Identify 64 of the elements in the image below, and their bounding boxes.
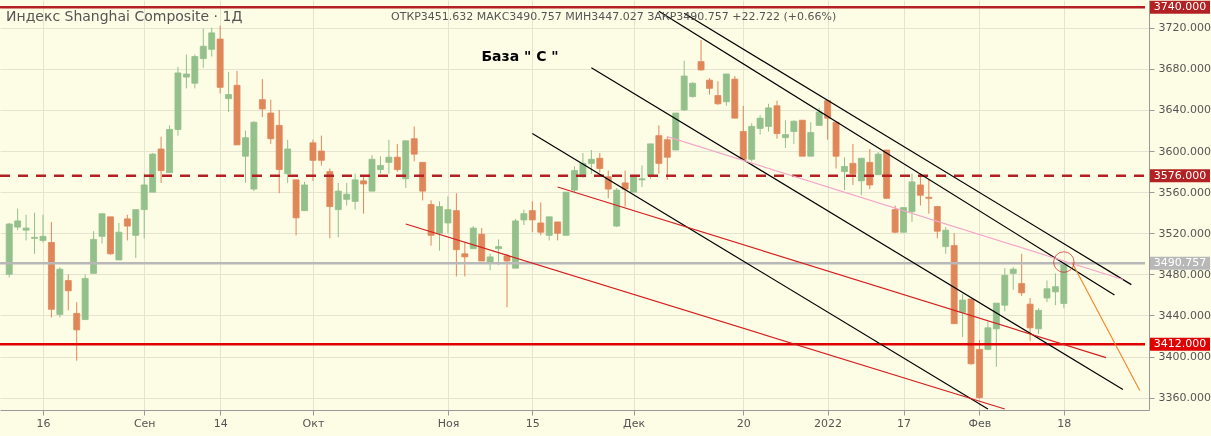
candlestick — [554, 221, 562, 241]
x-tick-label: 17 — [897, 416, 912, 430]
x-tick-label: 16 — [36, 416, 51, 430]
annotation: База " С " — [481, 48, 559, 64]
ref-line-label: 3490.757 — [1153, 256, 1207, 270]
candlestick — [157, 136, 165, 184]
y-tick-label: 3560.000 — [1158, 185, 1211, 199]
y-tick-label: 3520.000 — [1158, 226, 1211, 240]
candlestick — [807, 121, 815, 157]
candlestick — [98, 213, 106, 245]
x-tick-label: Ноя — [437, 416, 460, 430]
candlestick — [714, 80, 722, 106]
candlestick — [461, 242, 469, 277]
candlestick — [874, 151, 882, 176]
candlestick — [782, 119, 789, 149]
y-tick-label: 3720.000 — [1158, 21, 1211, 35]
candlestick — [925, 179, 933, 215]
candlestick — [849, 143, 857, 186]
candlestick — [1026, 297, 1034, 342]
candlestick — [959, 293, 966, 338]
y-tick-label: 3680.000 — [1158, 62, 1211, 76]
candlestick — [360, 176, 367, 215]
candlestick — [1018, 253, 1026, 297]
candlestick — [225, 71, 232, 113]
candlestick — [123, 214, 131, 241]
x-tick-label: Дек — [623, 416, 646, 430]
y-tick-label: 3600.000 — [1158, 144, 1211, 158]
candlestick — [621, 170, 629, 208]
x-tick-label: 18 — [1057, 416, 1072, 430]
candlestick — [410, 125, 418, 162]
x-tick-label: Фев — [968, 416, 992, 430]
candlestick — [393, 143, 401, 173]
x-tick-label: Окт — [302, 416, 325, 430]
y-tick-label: 3480.000 — [1158, 267, 1211, 281]
candlestick — [891, 205, 899, 234]
candlestick — [545, 216, 553, 241]
candlestick — [1009, 266, 1017, 291]
x-tick-label: 15 — [525, 416, 540, 430]
ref-line-label: 3412.000 — [1153, 337, 1207, 351]
ref-line-label: 3576.000 — [1153, 168, 1207, 182]
candlestick — [73, 301, 81, 362]
y-tick-label: 3400.000 — [1158, 350, 1211, 364]
ref-line-label: 3740.000 — [1153, 0, 1207, 14]
candlestick — [697, 39, 705, 72]
x-tick-label: Сен — [133, 416, 156, 430]
candlestick — [528, 200, 536, 233]
x-tick-label: 14 — [213, 416, 228, 430]
candlestick — [1035, 307, 1042, 335]
x-tick-label: 20 — [736, 416, 751, 430]
candlestick — [258, 78, 266, 118]
candlestick — [503, 253, 511, 308]
candlestick — [64, 273, 72, 311]
candlestick — [385, 139, 393, 175]
candlestick — [857, 157, 865, 196]
y-tick-label: 3360.000 — [1158, 391, 1211, 405]
candlestick — [537, 201, 545, 236]
candlestick — [790, 119, 798, 145]
y-tick-label: 3640.000 — [1158, 103, 1211, 117]
candlestick — [942, 226, 950, 255]
candlestick — [596, 152, 604, 174]
text: Индекс Shanghai Composite · 1Д — [6, 8, 243, 24]
candlestick — [841, 156, 848, 191]
y-tick-label: 3440.000 — [1158, 308, 1211, 322]
x-tick-label: 2022 — [814, 416, 843, 430]
